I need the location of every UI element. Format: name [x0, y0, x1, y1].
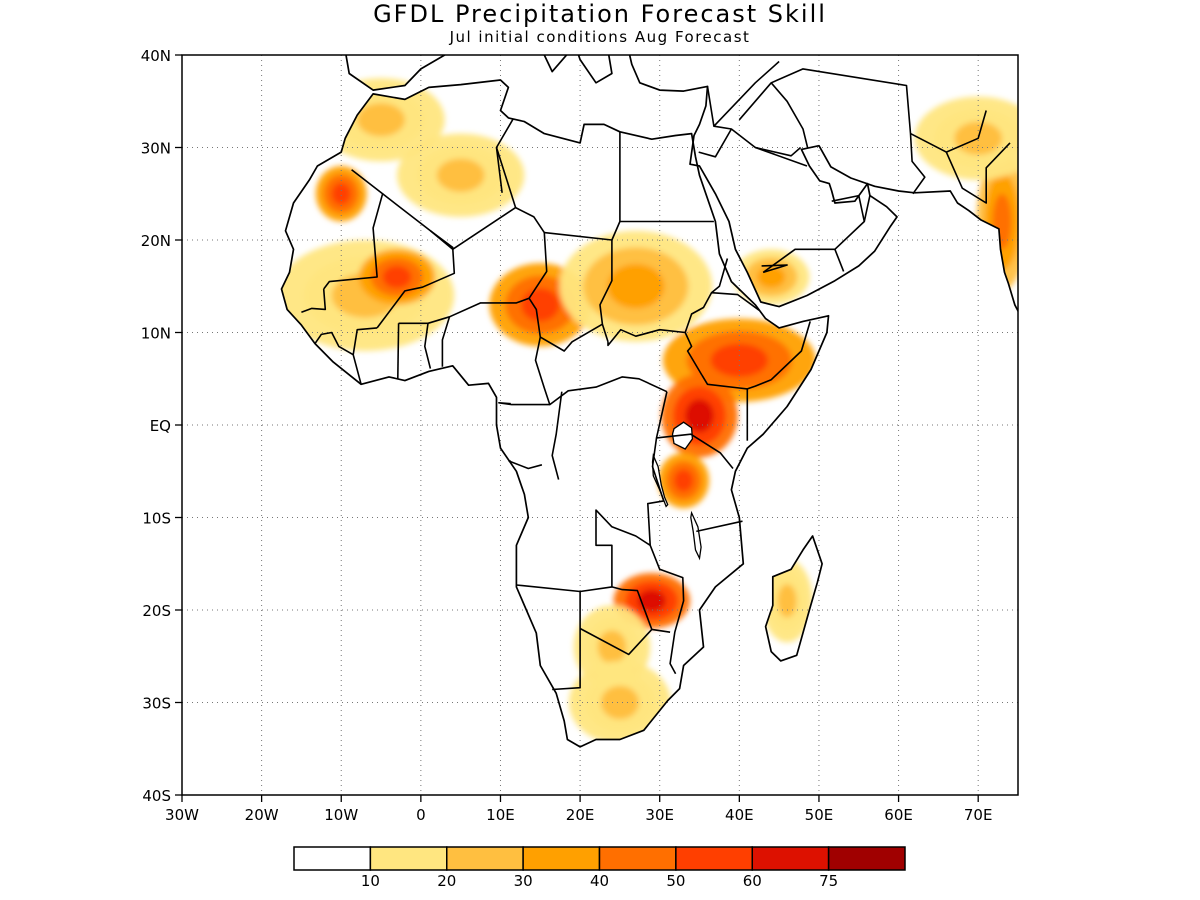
lon-tick-label: 70E [964, 806, 993, 824]
colorbar-label: 20 [437, 872, 456, 890]
country-border [552, 591, 581, 691]
country-border [713, 60, 780, 127]
map-subtitle: Jul initial conditions Aug Forecast [449, 28, 751, 46]
colorbar-swatch [522, 846, 601, 871]
country-border [770, 82, 809, 149]
colorbar-label: 75 [819, 872, 838, 890]
lon-tick-label: 40E [725, 806, 754, 824]
country-border [945, 142, 1011, 204]
skill-region-uganda-kenya [685, 399, 714, 433]
colorbar-label: 40 [590, 872, 609, 890]
country-border [441, 316, 451, 367]
country-border [762, 194, 866, 274]
coastlines [280, 55, 1018, 748]
country-border [352, 327, 378, 385]
country-border [684, 291, 760, 333]
lat-tick-label: 10S [142, 510, 171, 528]
lon-tick-label: 60E [884, 806, 913, 824]
colorbar-swatch [675, 846, 753, 871]
lon-tick-label: 30E [645, 806, 674, 824]
country-border [551, 391, 563, 480]
skill-region-sudan [607, 264, 665, 309]
colorbar-label: 60 [743, 872, 762, 890]
country-border [755, 146, 808, 167]
country-border [738, 68, 926, 195]
lat-tick-label: 20N [141, 232, 171, 250]
skill-region-zimbabwe [637, 589, 667, 612]
country-border [910, 110, 987, 153]
country-border [544, 231, 612, 241]
colorbar: 10 20 30 40 50 60 75 [293, 846, 906, 890]
country-border [710, 258, 729, 294]
lon-tick-label: 10E [486, 806, 515, 824]
country-border [539, 323, 603, 352]
colorbar-label: 50 [666, 872, 685, 890]
country-border [516, 391, 668, 593]
country-border [397, 323, 400, 379]
colorbar-swatch [827, 846, 906, 871]
country-border [701, 321, 811, 390]
ocean-mask [182, 55, 1018, 795]
country-border [423, 323, 432, 369]
map-title: GFDL Precipitation Forecast Skill [373, 0, 827, 28]
skill-region-algeria-n [357, 103, 405, 137]
skill-region-botswana [597, 630, 627, 664]
skill-region-madagascar [777, 584, 797, 618]
skill-shading [182, 55, 1018, 795]
country-border [656, 433, 734, 470]
colorbar-swatch [446, 846, 524, 871]
colorbar-swatch [369, 846, 448, 871]
country-border [495, 118, 514, 193]
lat-tick-label: EQ [150, 417, 171, 435]
colorbar-swatch [293, 846, 372, 871]
lon-tick-label: 20E [566, 806, 595, 824]
colorbar-label: 30 [514, 872, 533, 890]
skill-region-lake-chad [521, 288, 560, 322]
country-border [498, 401, 550, 406]
eurasia-coastline [345, 55, 1018, 313]
lat-tick-label: 20S [142, 602, 171, 620]
lat-tick-label: 40N [141, 47, 171, 65]
colorbar-swatch [751, 846, 830, 871]
country-border [698, 128, 733, 158]
country-border [323, 169, 384, 290]
country-border [607, 328, 703, 376]
lon-tick-label: 0 [416, 806, 426, 824]
country-border [863, 195, 871, 222]
lat-tick-label: 10N [141, 325, 171, 343]
madagascar-coastline [764, 535, 823, 662]
country-border [706, 86, 802, 157]
country-border [761, 264, 788, 274]
skill-region-south-africa [600, 685, 640, 720]
country-border [398, 206, 548, 325]
lat-tick-label: 40S [142, 787, 171, 805]
lat-tick-label: 30N [141, 140, 171, 158]
colorbar-swatch [598, 846, 677, 871]
country-border [649, 545, 685, 675]
colorbar-label: 10 [361, 872, 380, 890]
skill-region-mauritania [331, 182, 351, 205]
skill-region-sahara-c [436, 158, 485, 192]
country-border [579, 627, 653, 656]
country-border [834, 249, 845, 272]
country-border [508, 460, 543, 470]
country-border [314, 331, 354, 356]
lon-tick-label: 30W [165, 806, 199, 824]
skill-region-mali-core [382, 265, 412, 289]
lat-tick-label: 30S [142, 695, 171, 713]
skill-region-tanzania [674, 469, 694, 492]
lon-tick-label: 10W [324, 806, 358, 824]
lon-tick-label: 50E [805, 806, 834, 824]
country-border [696, 520, 743, 533]
country-border [495, 147, 517, 208]
country-border [301, 288, 327, 313]
lon-tick-label: 20W [245, 806, 279, 824]
country-border [611, 586, 671, 633]
africa-coastline [280, 79, 830, 748]
